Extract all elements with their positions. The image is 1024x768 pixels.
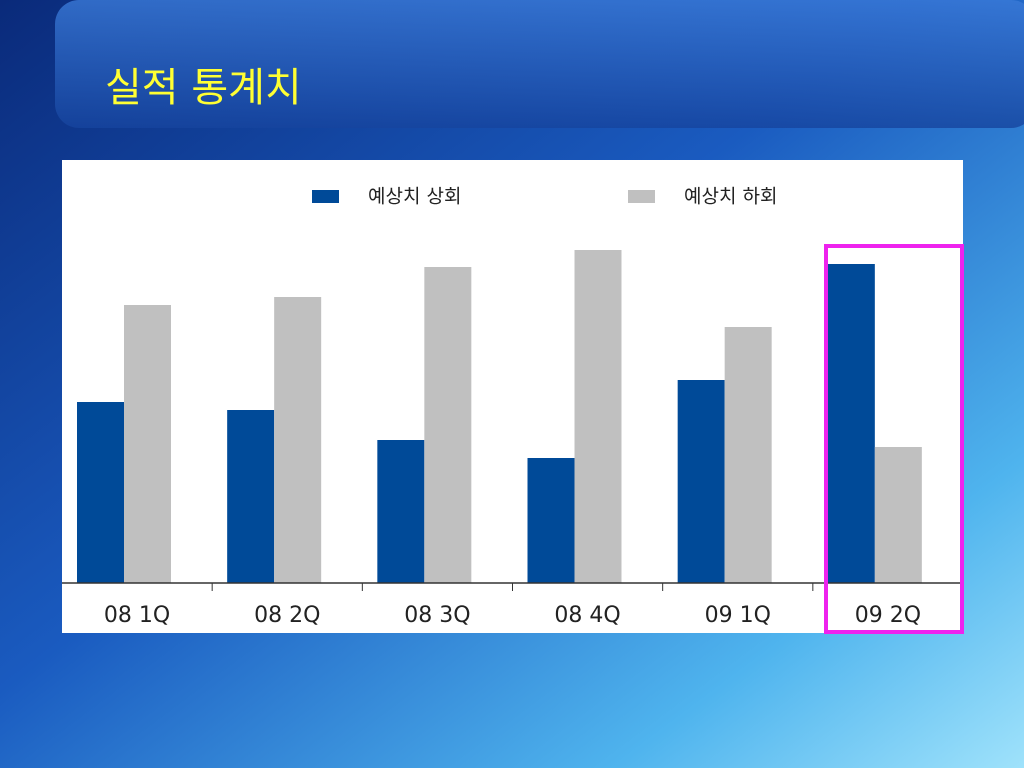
bar — [77, 402, 124, 583]
bar — [827, 264, 875, 583]
x-tick-label: 08 3Q — [404, 603, 470, 628]
legend-swatch — [628, 190, 655, 203]
chart-panel — [62, 160, 963, 633]
bar — [377, 440, 425, 583]
bar — [124, 305, 171, 583]
title-band — [55, 0, 1024, 128]
highlight-box — [824, 244, 964, 634]
x-tick-label: 09 2Q — [855, 603, 921, 628]
legend-swatch — [312, 190, 339, 203]
bar — [677, 380, 725, 583]
chart-title: 실적 통계치 — [105, 65, 302, 111]
bar — [274, 297, 322, 583]
x-tick-label: 09 1Q — [705, 603, 771, 628]
x-tick-label: 08 1Q — [104, 603, 170, 628]
bar — [874, 447, 922, 583]
legend-label: 예상치 하회 — [684, 186, 777, 208]
bar — [424, 267, 472, 583]
x-tick-label: 08 4Q — [554, 603, 620, 628]
x-tick-label: 08 2Q — [254, 603, 320, 628]
legend-label: 예상치 상회 — [368, 186, 461, 208]
bar — [574, 250, 622, 583]
bar — [527, 458, 575, 583]
bar — [724, 327, 772, 583]
bar — [227, 410, 275, 583]
